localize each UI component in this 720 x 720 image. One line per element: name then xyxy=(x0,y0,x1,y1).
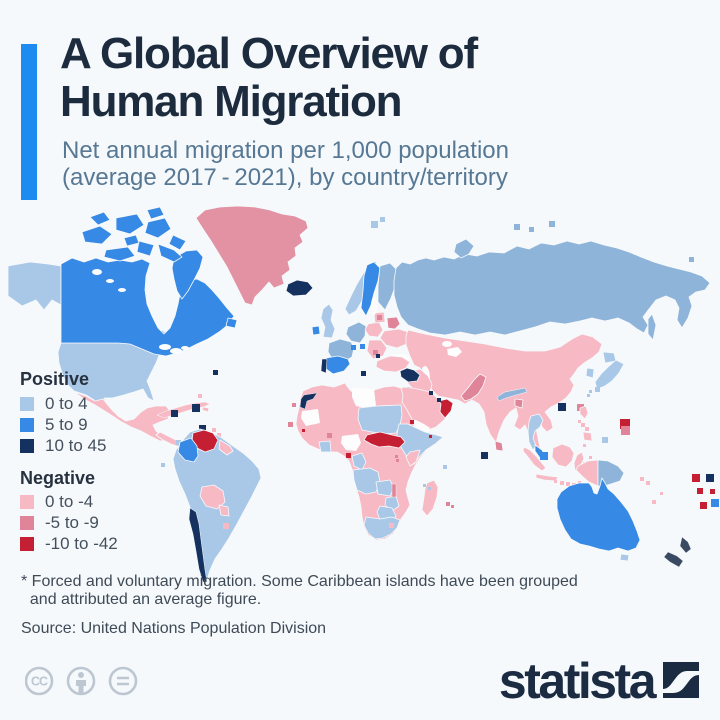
svg-text:CC: CC xyxy=(31,675,48,689)
